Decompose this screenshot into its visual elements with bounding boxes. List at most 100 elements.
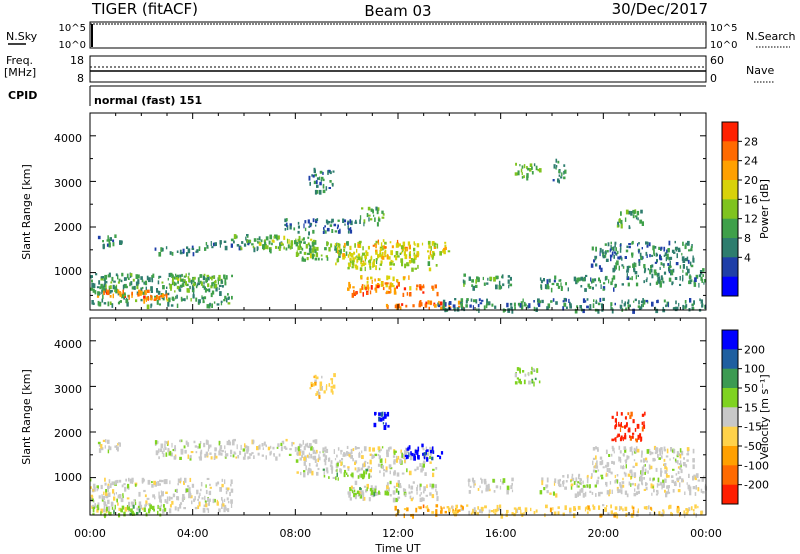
- power-ytick-2000: 2000: [54, 221, 82, 234]
- heatmap-region-22: [308, 167, 335, 195]
- x-tick-label: 04:00: [177, 527, 209, 540]
- heatmap-region-0: [90, 477, 234, 514]
- heatmap-region-4: [295, 445, 438, 478]
- x-tick-label: 12:00: [382, 527, 414, 540]
- colorbar-tick: 50: [744, 382, 758, 395]
- power-colorbar-label: Power [dB]: [758, 179, 771, 239]
- colorbar-swatch-5: [722, 426, 738, 447]
- velocity-colorbar-cells: [722, 330, 738, 505]
- colorbar-tick: 100: [744, 363, 765, 376]
- station-title: TIGER (fitACF): [91, 0, 198, 18]
- heatmap-region-23: [284, 218, 361, 236]
- heatmap-region-7: [233, 234, 283, 251]
- heatmap-region-12: [539, 473, 707, 498]
- colorbar-tick: -100: [744, 459, 769, 472]
- power-colorbar-cells: [722, 122, 738, 297]
- x-tick-label: 08:00: [279, 527, 311, 540]
- nave-tick-top: 60: [710, 54, 724, 67]
- nsearch-tick-bottom: 10^0: [710, 40, 737, 51]
- colorbar-tick: 28: [744, 135, 758, 148]
- velocity-colorbar-ticks: 200 100 50 15 -15 -50 -100 -200: [738, 343, 769, 492]
- colorbar-tick: 200: [744, 343, 765, 356]
- velocity-ytick-2000: 2000: [54, 427, 82, 440]
- heatmap-region-27: [552, 158, 567, 184]
- heatmap-region-3: [154, 438, 318, 461]
- heatmap-region-17: [322, 468, 372, 481]
- heatmap-region-14: [611, 411, 646, 443]
- heatmap-region-16: [514, 366, 541, 387]
- nsearch-label: N.Search: [746, 30, 796, 43]
- power-ytick-3000: 3000: [54, 177, 82, 190]
- power-x-ticks: [89, 112, 707, 310]
- heatmap-region-20: [621, 268, 707, 288]
- heatmap-region-7: [404, 443, 444, 462]
- heatmap-region-19: [539, 274, 617, 293]
- velocity-ytick-4000: 4000: [54, 338, 82, 351]
- velocity-y-label: Slant Range [km]: [20, 369, 33, 465]
- heatmap-region-13: [592, 445, 695, 478]
- colorbar-tick: -15: [744, 421, 762, 434]
- nsky-label: N.Sky: [6, 30, 38, 43]
- colorbar-swatch-8: [722, 276, 738, 297]
- freq-tick-bottom: 8: [77, 72, 84, 85]
- heatmap-region-8: [373, 411, 390, 430]
- velocity-colorbar: 200 100 50 15 -15 -50 -100 -200 Velocity [m s⁻¹…: [721, 329, 771, 505]
- power-y-label: Slant Range [km]: [20, 164, 33, 260]
- x-axis-label: Time UT: [374, 542, 420, 554]
- power-ytick-1000: 1000: [54, 265, 82, 278]
- cpid-mode: normal (fast) 151: [94, 94, 202, 107]
- power-panel: 1000 2000 3000 4000 Slant Range [km]: [20, 112, 707, 314]
- colorbar-tick: -50: [744, 440, 762, 453]
- power-colorbar-ticks: 28 24 20 16 12 8 4: [738, 135, 758, 264]
- colorbar-tick: 8: [744, 232, 751, 245]
- power-ytick-4000: 4000: [54, 132, 82, 145]
- nave-label: Nave: [746, 64, 774, 77]
- power-colorbar: 28 24 20 16 12 8 4 Power [dB]: [721, 121, 771, 297]
- colorbar-swatch-0: [722, 122, 738, 142]
- x-tick-label: 20:00: [587, 527, 619, 540]
- x-tick-label: 16:00: [485, 527, 517, 540]
- heatmap-region-13: [398, 240, 451, 256]
- colorbar-tick: 16: [744, 193, 758, 206]
- heatmap-region-2: [143, 293, 169, 304]
- freq-label-line1: Freq.: [6, 54, 33, 67]
- heatmap-region-18: [462, 273, 513, 291]
- heatmap-region-11: [467, 477, 514, 495]
- heatmap-region-6: [351, 487, 400, 498]
- heatmap-region-15: [309, 373, 336, 399]
- heatmap-region-26: [514, 162, 542, 181]
- heatmap-region-5: [154, 245, 207, 257]
- colorbar-swatch-7: [722, 257, 738, 278]
- heatmap-region-17: [437, 297, 707, 314]
- colorbar-swatch-5: [722, 218, 738, 239]
- heatmap-region-25: [616, 209, 644, 230]
- nave-tick-bottom: 0: [710, 72, 717, 85]
- heatmap-region-24: [359, 206, 385, 227]
- x-axis-tick-labels: 00:00 04:00 08:00 12:00 16:00 20:00 00:00: [74, 527, 722, 540]
- colorbar-swatch-6: [722, 238, 738, 258]
- colorbar-swatch-6: [722, 446, 738, 466]
- date-title: 30/Dec/2017: [612, 0, 708, 18]
- cpid-panel: CPID normal (fast) 151: [8, 85, 706, 107]
- power-y-ticks: 1000 2000 3000 4000: [54, 132, 82, 278]
- colorbar-swatch-1: [722, 141, 738, 162]
- colorbar-swatch-0: [722, 330, 738, 350]
- x-tick-label: 00:00: [74, 527, 106, 540]
- colorbar-swatch-7: [722, 465, 738, 486]
- velocity-colorbar-label: Velocity [m s⁻¹]: [758, 374, 771, 459]
- nsky-tick-bottom: 10^0: [59, 40, 86, 51]
- beam-title: Beam 03: [364, 2, 431, 20]
- heatmap-region-12: [347, 250, 438, 272]
- colorbar-tick: 12: [744, 213, 758, 226]
- colorbar-swatch-3: [722, 388, 738, 408]
- colorbar-tick: 24: [744, 155, 758, 168]
- freq-label-line2: [MHz]: [4, 66, 36, 79]
- heatmap-region-11: [372, 239, 408, 252]
- colorbar-swatch-2: [722, 160, 738, 181]
- colorbar-swatch-8: [722, 484, 738, 505]
- colorbar-swatch-4: [722, 199, 738, 220]
- heatmap-region-9: [295, 241, 349, 262]
- colorbar-swatch-3: [722, 180, 738, 200]
- nsky-tick-top: 10^5: [59, 23, 86, 34]
